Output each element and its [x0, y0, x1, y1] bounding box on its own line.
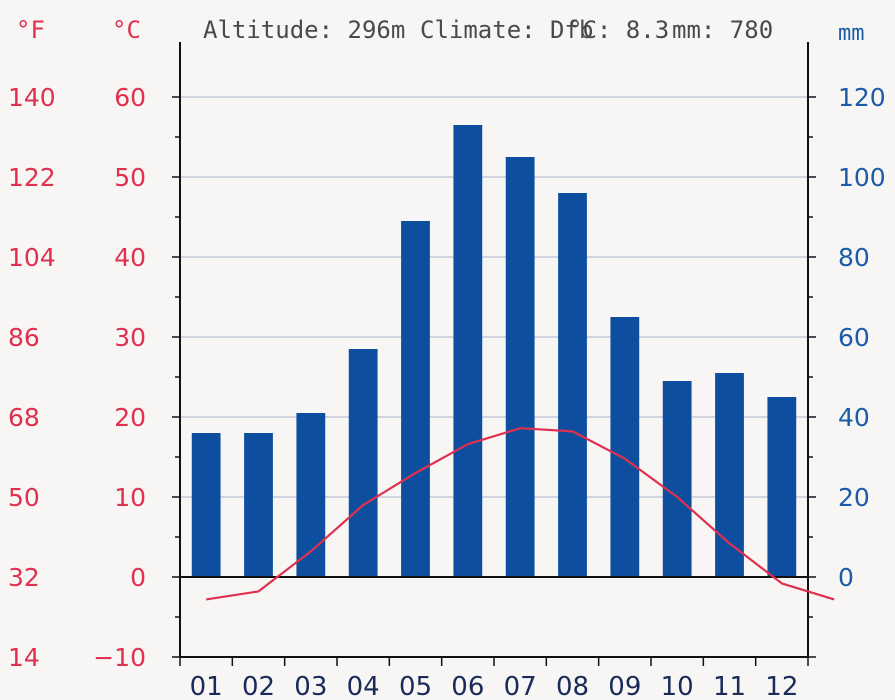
temperature-series-line [206, 427, 835, 601]
mm-tick-label: 100 [838, 163, 886, 192]
celsius-tick-label: 40 [114, 243, 146, 272]
precipitation-bar [348, 349, 378, 577]
celsius-tick-label: 30 [114, 323, 146, 352]
month-label: 03 [294, 672, 327, 700]
month-label: 04 [347, 672, 380, 700]
precipitation-bar [505, 157, 535, 577]
precipitation-bar [558, 193, 587, 577]
fahrenheit-tick-label: 50 [8, 483, 40, 512]
celsius-tick-label: 50 [114, 163, 146, 192]
mm-tick-label: 0 [838, 563, 854, 592]
fahrenheit-tick-label: 104 [8, 243, 56, 272]
climate-text: Climate: Dfb [420, 16, 593, 44]
month-label: 01 [190, 672, 223, 700]
axis-labels: −100102030405060143250688610412214002040… [8, 83, 886, 700]
precipitation-bar [401, 221, 430, 577]
precipitation-bar [662, 381, 692, 577]
celsius-tick-label: 0 [130, 563, 146, 592]
mm-unit-label: mm [838, 21, 865, 46]
precipitation-bar [767, 397, 797, 577]
month-label: 05 [399, 672, 432, 700]
temperature-line [206, 427, 835, 601]
month-label: 09 [608, 672, 641, 700]
grid-lines [180, 96, 808, 498]
celsius-tick-label: −10 [93, 643, 146, 672]
precipitation-bar [296, 413, 326, 577]
annual-precipitation-text: mm: 780 [672, 16, 773, 44]
fahrenheit-tick-label: 122 [8, 163, 56, 192]
mm-tick-label: 60 [838, 323, 870, 352]
celsius-tick-label: 20 [114, 403, 146, 432]
month-label: 10 [661, 672, 694, 700]
fahrenheit-tick-label: 68 [8, 403, 40, 432]
precipitation-bar [610, 317, 640, 577]
precipitation-bar [715, 373, 744, 577]
mm-tick-label: 20 [838, 483, 870, 512]
axes [172, 42, 816, 666]
month-label: 06 [451, 672, 484, 700]
fahrenheit-tick-label: 32 [8, 563, 40, 592]
month-label: 08 [556, 672, 589, 700]
month-label: 12 [765, 672, 798, 700]
precipitation-bar [453, 125, 483, 577]
mm-tick-label: 120 [838, 83, 886, 112]
mm-tick-label: 40 [838, 403, 870, 432]
month-label: 02 [242, 672, 275, 700]
fahrenheit-tick-label: 140 [8, 83, 56, 112]
month-label: 07 [504, 672, 537, 700]
celsius-tick-label: 10 [114, 483, 146, 512]
celsius-tick-label: 60 [114, 83, 146, 112]
mm-tick-label: 80 [838, 243, 870, 272]
month-label: 11 [713, 672, 746, 700]
fahrenheit-unit-label: °F [16, 16, 45, 44]
precipitation-bar [191, 433, 221, 577]
celsius-unit-label: °C [112, 16, 141, 44]
mean-temperature-text: °C: 8.3 [568, 16, 669, 44]
altitude-text: Altitude: 296m [203, 16, 405, 44]
fahrenheit-tick-label: 86 [8, 323, 40, 352]
precipitation-bars [191, 125, 797, 577]
fahrenheit-tick-label: 14 [8, 643, 40, 672]
precipitation-bar [244, 433, 273, 577]
